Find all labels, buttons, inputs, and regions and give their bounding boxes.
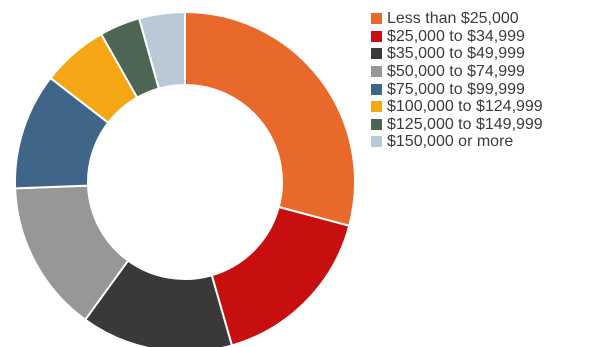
donut-slice-8 [137, 10, 186, 90]
legend-label: Less than $25,000 [387, 10, 519, 28]
legend-label: $75,000 to $99,999 [387, 80, 525, 98]
legend-label: $25,000 to $34,999 [387, 27, 525, 45]
donut-slice-1 [184, 10, 356, 228]
legend-swatch [371, 136, 382, 148]
legend-swatch [371, 13, 382, 25]
legend-label: $100,000 to $124,999 [387, 98, 543, 116]
legend-swatch [371, 30, 382, 42]
legend-label: $150,000 or more [387, 133, 514, 151]
donut-slice-2 [210, 205, 351, 347]
legend-item: $125,000 to $149,999 [371, 116, 543, 134]
legend-item: Less than $25,000 [371, 10, 543, 28]
legend-item: $25,000 to $34,999 [371, 28, 543, 46]
legend-item: $150,000 or more [371, 133, 543, 151]
legend-item: $50,000 to $74,999 [371, 63, 543, 81]
legend-swatch [371, 83, 382, 95]
legend-label: $125,000 to $149,999 [387, 115, 543, 133]
legend-item: $35,000 to $49,999 [371, 45, 543, 63]
legend-swatch [371, 66, 382, 78]
legend-swatch [371, 48, 382, 60]
legend-label: $50,000 to $74,999 [387, 63, 525, 81]
legend-swatch [371, 118, 382, 130]
legend-label: $35,000 to $49,999 [387, 45, 525, 63]
legend-item: $100,000 to $124,999 [371, 98, 543, 116]
legend: Less than $25,000 $25,000 to $34,999 $35,0… [371, 10, 543, 151]
legend-item: $75,000 to $99,999 [371, 80, 543, 98]
legend-swatch [371, 101, 382, 113]
